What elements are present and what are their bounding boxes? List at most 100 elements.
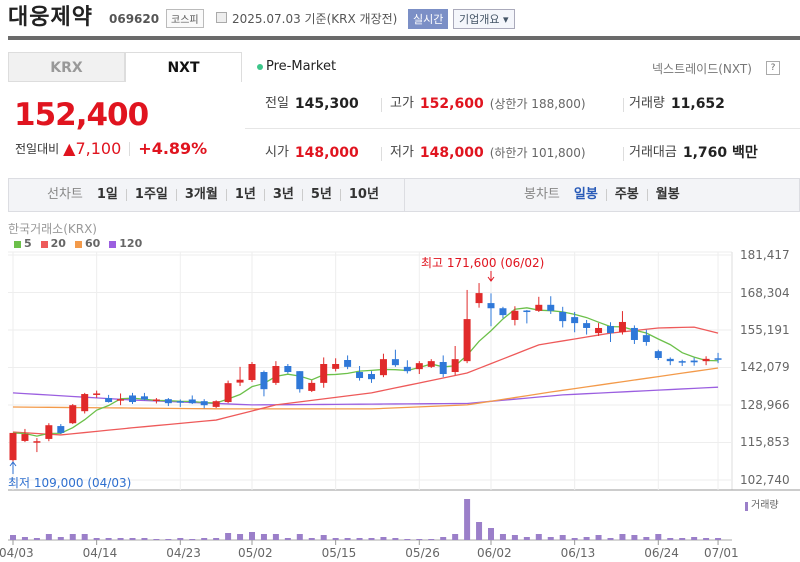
session-label: Pre-Market (266, 59, 337, 74)
period-1y[interactable]: 1년 (234, 187, 256, 202)
tab-nxt[interactable]: NXT (125, 52, 242, 82)
reference-date: 2025.07.03 기준(KRX 개장전) (232, 12, 398, 26)
candle-body (21, 434, 29, 441)
volume-bar (284, 538, 291, 540)
volume-bar (33, 538, 40, 540)
legend-ma60: 60 (74, 238, 100, 250)
volume-bar (344, 538, 351, 540)
change-label: 전일대비 (15, 142, 60, 156)
nxt-link[interactable]: 넥스트레이드(NXT) (652, 62, 752, 76)
divider (646, 189, 648, 201)
ma120-line (12, 386, 719, 406)
volume-bar (189, 539, 196, 540)
candle-body (164, 399, 172, 404)
amount-group: 거래대금 1,760 백만 (629, 144, 758, 162)
help-icon[interactable]: ? (766, 61, 780, 75)
toolbar-divider (404, 178, 405, 212)
volume-group: 거래량 11,652 (629, 95, 725, 113)
legend-label: 120 (119, 237, 143, 250)
volume-bar (404, 539, 411, 540)
low-label: 저가 (390, 145, 414, 160)
divider (129, 142, 131, 156)
period-3y[interactable]: 3년 (272, 187, 294, 202)
corp-info-dropdown[interactable]: 기업개요 ▾ (453, 9, 515, 29)
y-tick-label: 128,966 (740, 397, 790, 412)
calendar-icon (216, 12, 227, 23)
realtime-button[interactable]: 실시간 (408, 9, 449, 29)
candle-body (200, 401, 208, 406)
stock-code: 069620 (109, 12, 160, 26)
amount-value: 1,760 백만 (682, 145, 758, 161)
candle-body (368, 374, 375, 380)
volume-bar (428, 539, 435, 540)
candle-body (69, 405, 77, 424)
volume-bar (499, 534, 506, 540)
legend-swatch (40, 240, 48, 248)
tab-krx[interactable]: KRX (8, 52, 125, 82)
volume-bar (201, 538, 208, 540)
volume-bar (368, 538, 375, 540)
volume-bar (392, 538, 399, 540)
y-tick-label: 181,417 (740, 248, 790, 262)
candle-chart-periods: 봉차트 일봉 주봉 월봉 (524, 186, 680, 204)
candle-body (583, 323, 591, 328)
legend-swatch (745, 501, 748, 511)
amount-label: 거래대금 (629, 145, 677, 160)
volume-bar (535, 534, 542, 540)
header-divider (8, 36, 800, 40)
candle-monthly[interactable]: 월봉 (655, 187, 680, 202)
candle-body (475, 293, 483, 304)
legend-label: 거래량 (751, 500, 779, 511)
candle-body (427, 361, 435, 367)
chart-legend: 5 20 60 120 (14, 238, 142, 250)
volume-bar (296, 534, 303, 540)
candle-body (571, 317, 579, 324)
period-1d[interactable]: 1일 (96, 187, 118, 202)
change-row: 전일대비 ▲7,100 +4.89% (15, 139, 207, 159)
candle-body (499, 308, 507, 316)
legend-ma120: 120 (109, 238, 142, 250)
candle-weekly[interactable]: 주봉 (614, 187, 639, 202)
candle-body (654, 351, 662, 359)
x-tick-label: 05/02 (238, 546, 273, 560)
divider (225, 189, 227, 201)
period-1w[interactable]: 1주일 (134, 187, 168, 202)
candle-body (320, 364, 328, 383)
volume-bar (583, 537, 590, 540)
open-group: 시가 148,000 (265, 144, 359, 162)
x-tick-label: 04/14 (82, 546, 118, 560)
candle-body (140, 396, 148, 400)
candle-body (487, 303, 495, 309)
period-10y[interactable]: 10년 (348, 187, 379, 202)
candle-body (105, 398, 113, 403)
x-tick-label: 06/13 (560, 546, 596, 560)
y-tick-label: 102,740 (740, 473, 790, 487)
volume-bar (105, 538, 112, 540)
period-3m[interactable]: 3개월 (184, 187, 218, 202)
volume-bar (45, 534, 52, 540)
candle-body (559, 311, 567, 322)
candle-body (356, 372, 364, 379)
volume-bar (177, 538, 184, 540)
volume-bar (452, 534, 459, 540)
volume-bar (117, 538, 124, 540)
candle-body (547, 304, 555, 311)
candle-body (523, 310, 531, 313)
legend-label: 5 (24, 237, 32, 250)
candle-body (129, 395, 136, 403)
divider (623, 147, 624, 161)
chart-source-label: 한국거래소(KRX) (8, 222, 97, 236)
y-tick-label: 115,853 (740, 435, 790, 450)
period-5y[interactable]: 5년 (310, 187, 332, 202)
candle-body (248, 364, 256, 381)
prev-group: 전일 145,300 (265, 95, 359, 113)
volume-bar (511, 535, 518, 540)
candle-daily[interactable]: 일봉 (573, 187, 598, 202)
volume-bar (129, 538, 136, 540)
low-group: 저가 148,000 (하한가 101,800) (390, 144, 586, 162)
line-chart-label: 선차트 (47, 187, 83, 202)
candle-body (57, 426, 65, 433)
candle-body (666, 358, 674, 362)
volume-legend: 거래량 (745, 500, 779, 512)
volume-bar (476, 522, 483, 540)
